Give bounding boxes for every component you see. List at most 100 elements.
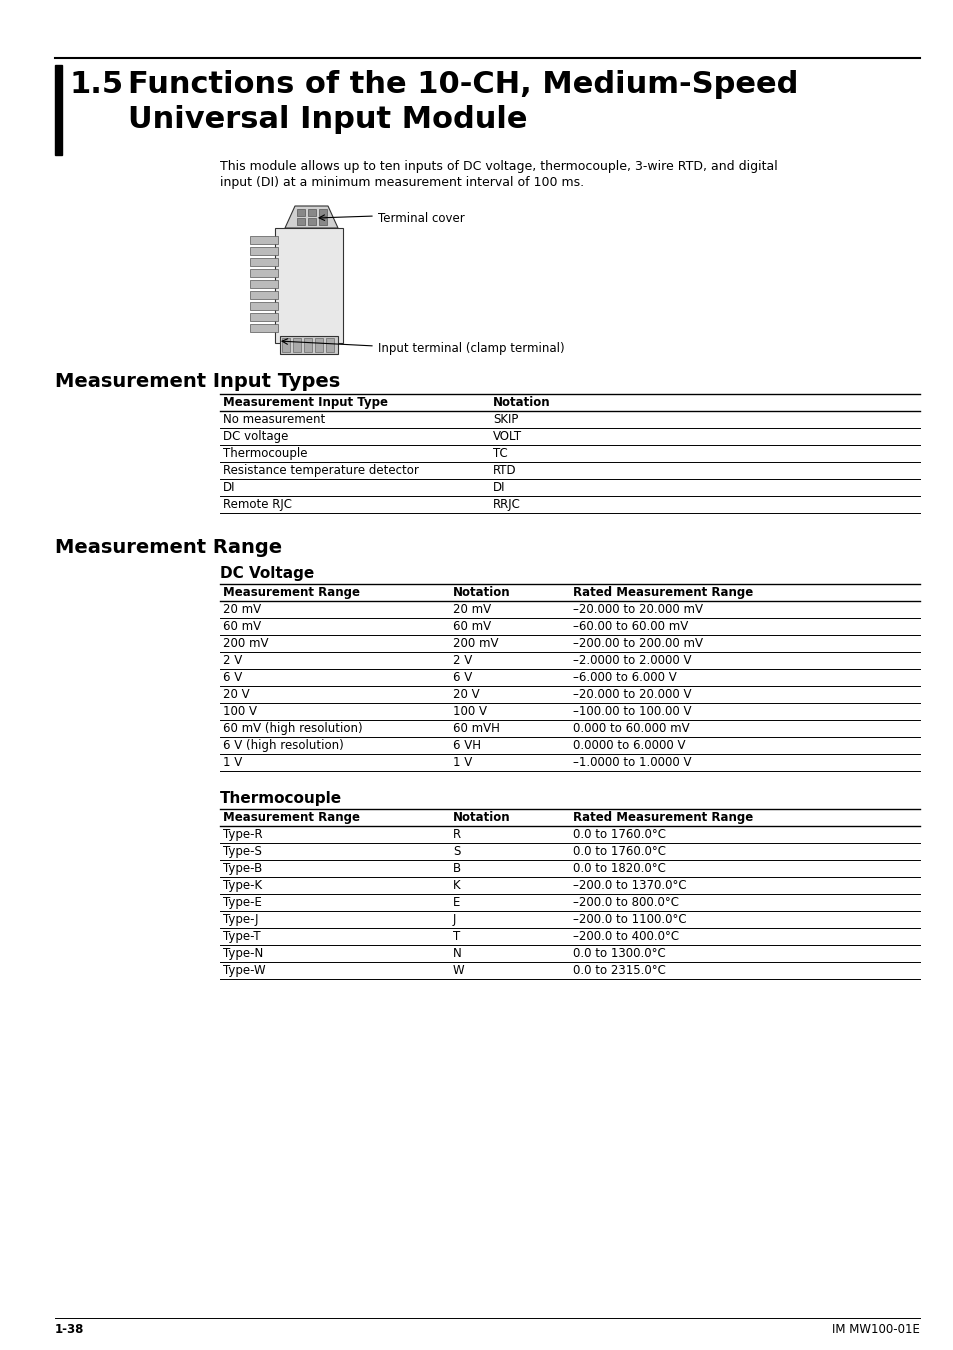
Text: 1 V: 1 V [223,756,242,770]
Text: Measurement Input Types: Measurement Input Types [55,373,340,391]
Text: VOLT: VOLT [493,431,521,443]
Text: S: S [453,845,460,859]
Text: Type-W: Type-W [223,964,265,977]
Text: SKIP: SKIP [493,413,517,427]
Text: Remote RJC: Remote RJC [223,498,292,512]
Text: –200.00 to 200.00 mV: –200.00 to 200.00 mV [573,637,702,649]
Bar [250,247,277,255]
Text: –2.0000 to 2.0000 V: –2.0000 to 2.0000 V [573,653,691,667]
Text: Type-T: Type-T [223,930,260,944]
Text: N: N [453,946,461,960]
Polygon shape [285,207,337,228]
Text: Universal Input Module: Universal Input Module [128,105,527,134]
Text: Measurement Range: Measurement Range [223,586,359,599]
Text: DC voltage: DC voltage [223,431,288,443]
Text: 0.0 to 1760.0°C: 0.0 to 1760.0°C [573,845,665,859]
Bar [250,292,277,298]
Text: J: J [453,913,456,926]
Text: –20.000 to 20.000 V: –20.000 to 20.000 V [573,688,691,701]
Text: Type-R: Type-R [223,828,262,841]
Text: Thermocouple: Thermocouple [220,791,342,806]
Text: –60.00 to 60.00 mV: –60.00 to 60.00 mV [573,620,687,633]
Bar [326,338,334,352]
Text: –200.0 to 800.0°C: –200.0 to 800.0°C [573,896,679,909]
Text: 60 mV: 60 mV [223,620,261,633]
Text: 6 V (high resolution): 6 V (high resolution) [223,738,343,752]
Text: 0.0 to 1300.0°C: 0.0 to 1300.0°C [573,946,665,960]
Text: 0.0 to 1820.0°C: 0.0 to 1820.0°C [573,863,665,875]
Bar [296,217,305,225]
Text: input (DI) at a minimum measurement interval of 100 ms.: input (DI) at a minimum measurement inte… [220,176,583,189]
Text: 200 mV: 200 mV [223,637,268,649]
Text: Terminal cover: Terminal cover [377,212,464,225]
Text: 20 mV: 20 mV [223,603,261,616]
Bar [304,338,312,352]
Bar [308,209,315,216]
Text: Functions of the 10-CH, Medium-Speed: Functions of the 10-CH, Medium-Speed [128,70,798,99]
Text: 60 mVH: 60 mVH [453,722,499,734]
Text: 1.5: 1.5 [70,70,124,99]
Text: DI: DI [493,481,505,494]
Bar [55,65,62,155]
Text: Notation: Notation [453,586,510,599]
Bar [250,279,277,288]
Text: –1.0000 to 1.0000 V: –1.0000 to 1.0000 V [573,756,691,770]
Bar [250,269,277,277]
Bar [293,338,301,352]
Text: –200.0 to 400.0°C: –200.0 to 400.0°C [573,930,679,944]
Bar [296,209,305,216]
Text: 200 mV: 200 mV [453,637,498,649]
Bar [250,258,277,266]
Bar [274,228,343,343]
Text: K: K [453,879,460,892]
Text: Rated Measurement Range: Rated Measurement Range [573,586,753,599]
Text: 20 V: 20 V [453,688,479,701]
Text: –100.00 to 100.00 V: –100.00 to 100.00 V [573,705,691,718]
Text: 6 V: 6 V [453,671,472,684]
Text: No measurement: No measurement [223,413,325,427]
Text: 6 VH: 6 VH [453,738,480,752]
Text: –6.000 to 6.000 V: –6.000 to 6.000 V [573,671,676,684]
Text: 2 V: 2 V [453,653,472,667]
Bar [308,217,315,225]
Text: –20.000 to 20.000 mV: –20.000 to 20.000 mV [573,603,702,616]
Text: DC Voltage: DC Voltage [220,566,314,580]
Bar [250,236,277,244]
Text: 60 mV: 60 mV [453,620,491,633]
Text: Type-B: Type-B [223,863,262,875]
Bar [282,338,290,352]
Text: DI: DI [223,481,235,494]
Bar [280,336,337,354]
Text: 1 V: 1 V [453,756,472,770]
Text: 0.0000 to 6.0000 V: 0.0000 to 6.0000 V [573,738,685,752]
Text: 1-38: 1-38 [55,1323,84,1336]
Bar [250,324,277,332]
Text: 6 V: 6 V [223,671,242,684]
Text: E: E [453,896,460,909]
Bar [250,313,277,321]
Text: Type-S: Type-S [223,845,262,859]
Text: 0.0 to 2315.0°C: 0.0 to 2315.0°C [573,964,665,977]
Text: Measurement Range: Measurement Range [55,539,282,558]
Text: B: B [453,863,460,875]
Text: TC: TC [493,447,507,460]
Text: W: W [453,964,464,977]
Text: Thermocouple: Thermocouple [223,447,307,460]
Text: Type-K: Type-K [223,879,262,892]
Text: Notation: Notation [493,396,550,409]
Bar [314,338,323,352]
Text: RTD: RTD [493,464,517,477]
Text: IM MW100-01E: IM MW100-01E [831,1323,919,1336]
Text: 100 V: 100 V [453,705,486,718]
Text: T: T [453,930,459,944]
Text: –200.0 to 1100.0°C: –200.0 to 1100.0°C [573,913,686,926]
Text: Rated Measurement Range: Rated Measurement Range [573,811,753,824]
Text: RRJC: RRJC [493,498,520,512]
Text: R: R [453,828,460,841]
Text: 0.000 to 60.000 mV: 0.000 to 60.000 mV [573,722,689,734]
Bar [250,302,277,311]
Text: Resistance temperature detector: Resistance temperature detector [223,464,418,477]
Bar [318,217,327,225]
Text: 0.0 to 1760.0°C: 0.0 to 1760.0°C [573,828,665,841]
Text: This module allows up to ten inputs of DC voltage, thermocouple, 3-wire RTD, and: This module allows up to ten inputs of D… [220,161,777,173]
